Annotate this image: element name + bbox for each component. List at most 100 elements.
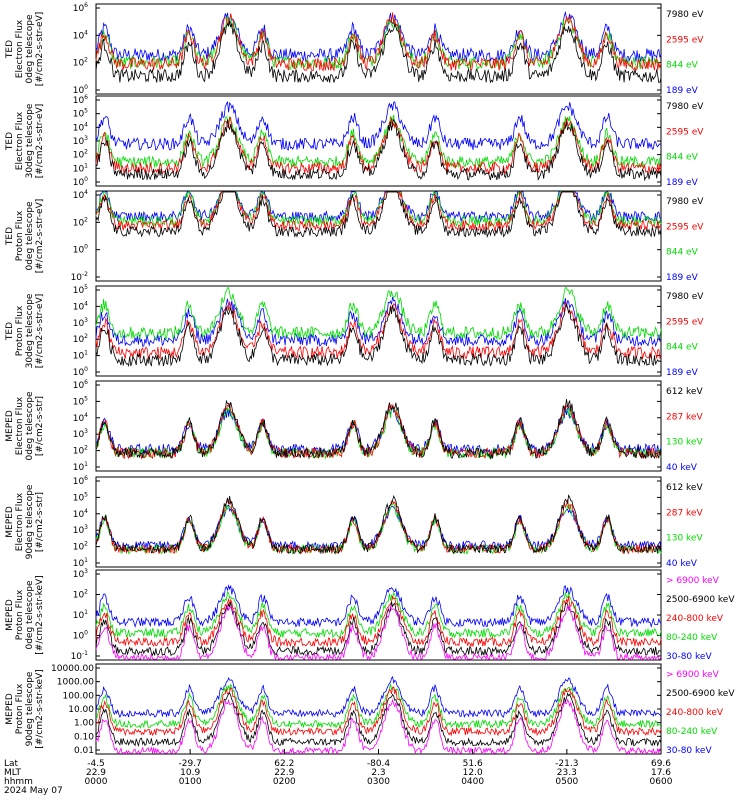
y-tick-label: 102 — [73, 149, 88, 161]
legend-entry: 7980 eV — [666, 197, 704, 207]
y-tick-label: 103 — [73, 524, 88, 536]
y-tick-label: 101 — [73, 461, 88, 473]
x-tick-label: -21.3 — [555, 759, 578, 769]
series-trace — [95, 101, 662, 151]
tick-exponent: 4 — [84, 121, 88, 128]
series-trace — [95, 493, 662, 555]
y-tick-label: 100 — [73, 244, 88, 256]
y-tick-label: 103 — [73, 135, 88, 147]
y-axis-label: MEPED — [5, 693, 15, 725]
y-axis-label: 0deg telescope — [25, 580, 35, 650]
y-tick-label: 100.00 — [63, 691, 95, 701]
x-row-label: hhmm — [4, 777, 33, 787]
legend-entry: 612 keV — [666, 387, 703, 397]
legend-entry: 189 eV — [666, 273, 699, 283]
tick-exponent: 4 — [84, 412, 88, 419]
y-tick-label: 104 — [73, 29, 88, 41]
legend-entry: 189 eV — [666, 86, 699, 96]
legend-entry: 2595 eV — [666, 35, 704, 45]
y-tick-label: 0.01 — [74, 746, 94, 756]
x-tick-label: -29.7 — [179, 759, 202, 769]
x-tick-label: 69.6 — [651, 759, 671, 769]
x-tick-label: 2.3 — [371, 768, 385, 778]
y-tick-label: 10-1 — [71, 650, 89, 662]
tick-exponent: 2 — [84, 333, 88, 340]
tick-exponent: 2 — [84, 149, 88, 156]
legend-entry: 844 eV — [666, 248, 699, 258]
y-axis-label: Electron Flux — [15, 492, 25, 551]
legend-entry: > 6900 keV — [666, 576, 720, 586]
tick-exponent: 5 — [84, 395, 88, 402]
y-tick-label: 1000.00 — [57, 678, 94, 688]
series-trace — [95, 398, 662, 460]
tick-exponent: 0 — [84, 84, 88, 91]
tick-exponent: 6 — [84, 475, 88, 482]
tick-exponent: 2 — [84, 541, 88, 548]
series-trace — [95, 117, 662, 176]
legend-entry: 2500-6900 keV — [666, 689, 735, 699]
legend-entry: 287 keV — [666, 508, 703, 518]
tick-exponent: 4 — [84, 189, 88, 196]
series-trace — [95, 12, 662, 72]
y-axis-label: [#/cm2-s-str-keV] — [35, 669, 45, 748]
y-axis-label: 30deg telescope — [25, 103, 35, 178]
x-tick-label: 0400 — [461, 777, 484, 787]
y-axis-label: 0deg telescope — [25, 391, 35, 461]
legend-entry: 189 eV — [666, 178, 699, 188]
x-tick-label: 0500 — [555, 777, 578, 787]
panel-8-frame — [95, 663, 662, 755]
tick-exponent: 2 — [84, 216, 88, 223]
y-axis-label: 0deg telescope — [25, 201, 35, 271]
y-axis-label: Electron Flux — [15, 396, 25, 455]
panel-6-frame — [95, 476, 662, 568]
y-tick-label: 105 — [73, 491, 88, 503]
y-tick-label: 105 — [73, 108, 88, 120]
legend-entry: 189 eV — [666, 368, 699, 378]
tick-exponent: 2 — [84, 589, 88, 596]
series-trace — [95, 605, 662, 661]
y-tick-label: 103 — [73, 317, 88, 329]
tick-exponent: 1 — [84, 557, 88, 564]
x-tick-label: 12.0 — [463, 768, 483, 778]
x-tick-label: -80.4 — [367, 759, 391, 769]
y-tick-label: 101 — [73, 350, 88, 362]
y-tick-label: 106 — [73, 94, 88, 106]
y-axis-label: TED — [5, 40, 15, 59]
series-trace — [95, 303, 662, 367]
y-axis-label: 30deg telescope — [25, 293, 35, 368]
legend-entry: 130 keV — [666, 534, 703, 544]
series-trace — [95, 20, 662, 84]
y-tick-label: 104 — [73, 189, 88, 201]
legend-entry: 80-240 keV — [666, 727, 718, 737]
y-axis-label: TED — [5, 227, 15, 246]
tick-exponent: 4 — [84, 300, 88, 307]
y-axis-label: [#/cm2-s-str] — [35, 396, 45, 456]
y-tick-label: 106 — [73, 379, 88, 391]
panel-3-frame — [95, 190, 662, 282]
y-tick-label: 106 — [73, 475, 88, 487]
y-axis-label: MEPED — [5, 410, 15, 442]
tick-exponent: 6 — [84, 379, 88, 386]
y-axis-label: Electron Flux — [15, 111, 25, 170]
y-tick-label: 102 — [73, 57, 88, 69]
tick-exponent: 5 — [84, 284, 88, 291]
y-tick-label: 10.00 — [68, 705, 94, 715]
y-tick-label: 105 — [73, 284, 88, 296]
legend-entry: 240-800 keV — [666, 708, 724, 718]
tick-exponent: 6 — [84, 2, 88, 9]
legend-entry: 844 eV — [666, 61, 699, 71]
legend-entry: 287 keV — [666, 412, 703, 422]
series-trace — [95, 503, 662, 555]
legend-entry: 844 eV — [666, 343, 699, 353]
y-tick-label: 1.00 — [74, 719, 94, 729]
y-tick-label: 104 — [73, 412, 88, 424]
y-axis-label: Electron Flux — [15, 19, 25, 78]
y-axis-label: [#/cm2-s-str-keV] — [35, 575, 45, 654]
tick-exponent: -2 — [82, 271, 88, 278]
y-axis-label: [#/cm2-s-str-eV] — [35, 104, 45, 179]
legend-entry: 2500-6900 keV — [666, 595, 735, 605]
y-axis-label: 90deg telescope — [25, 671, 35, 746]
x-row-label: Lat — [4, 759, 19, 769]
